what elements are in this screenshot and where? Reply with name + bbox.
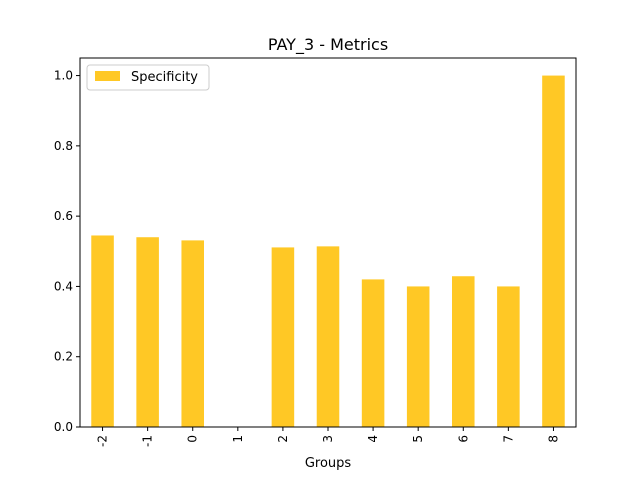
x-tick-label: -2 [96,435,110,447]
y-tick-label: 1.0 [54,69,73,83]
bar [406,286,430,427]
bar [181,240,204,427]
bar [91,235,114,427]
bar [271,247,295,427]
x-axis-label: Groups [305,456,352,471]
plot-frame [79,57,577,428]
x-tick-label: 6 [456,435,470,443]
legend-label: Specificity [131,70,198,85]
x-tick-label: 1 [231,435,245,443]
y-tick-label: 0.2 [54,350,73,364]
chart-title: PAY_3 - Metrics [268,35,388,55]
y-tick-label: 0.6 [54,209,73,223]
bar [136,237,159,427]
legend-swatch [95,71,120,81]
bar [452,276,475,427]
bar [542,75,565,428]
x-tick-label: 2 [276,435,290,443]
x-tick-label: -1 [141,435,155,447]
x-tick-label: 3 [321,435,335,443]
x-tick-label: 4 [366,435,380,443]
x-tick-label: 8 [546,435,560,443]
bar [361,279,385,427]
bar [316,246,340,427]
legend: Specificity [86,64,210,91]
y-tick-label: 0.4 [54,279,73,293]
x-tick-label: 7 [501,435,515,443]
x-tick-label: 0 [186,435,200,443]
x-tick-label: 5 [411,435,425,443]
y-tick-label: 0.8 [54,139,73,153]
y-tick-label: 0.0 [54,420,73,434]
bar [497,286,520,427]
